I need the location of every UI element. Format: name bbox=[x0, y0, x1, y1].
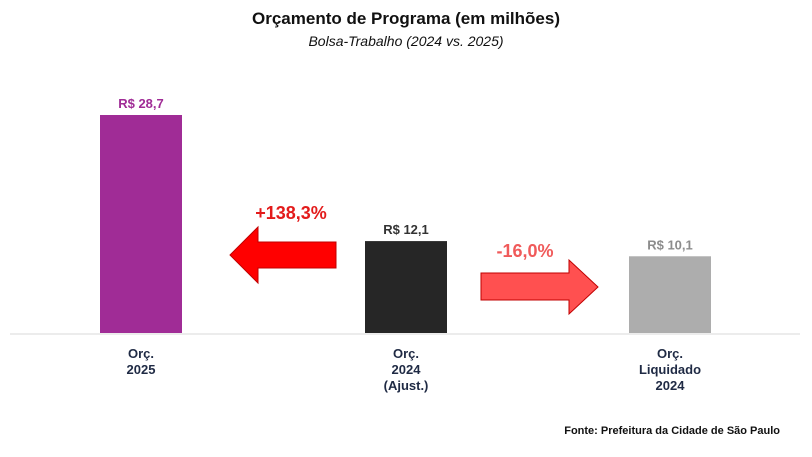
category-label-2-2: 2024 bbox=[656, 378, 686, 393]
arrow-right-icon bbox=[480, 258, 599, 316]
bar-0 bbox=[100, 115, 182, 333]
category-label-1-2: (Ajust.) bbox=[384, 378, 429, 393]
category-label-0-1: 2025 bbox=[127, 362, 156, 377]
chart-subtitle: Bolsa-Trabalho (2024 vs. 2025) bbox=[308, 33, 504, 49]
category-label-2-0: Orç. bbox=[657, 346, 683, 361]
category-label-2-1: Liquidado bbox=[639, 362, 701, 377]
annotation-decrease: -16,0% bbox=[496, 241, 553, 261]
chart-title: Orçamento de Programa (em milhões) bbox=[252, 9, 560, 28]
data-label-0: R$ 28,7 bbox=[118, 96, 164, 111]
data-label-1: R$ 12,1 bbox=[383, 222, 429, 237]
category-label-1-1: 2024 bbox=[392, 362, 422, 377]
source-note: Fonte: Prefeitura da Cidade de São Paulo bbox=[564, 425, 780, 437]
annotation-increase: +138,3% bbox=[255, 203, 327, 223]
arrow-left-icon bbox=[229, 225, 337, 285]
category-label-1-0: Orç. bbox=[393, 346, 419, 361]
bar-1 bbox=[365, 241, 447, 333]
data-label-2: R$ 10,1 bbox=[647, 237, 693, 252]
category-label-0-0: Orç. bbox=[128, 346, 154, 361]
bar-2 bbox=[629, 256, 711, 333]
